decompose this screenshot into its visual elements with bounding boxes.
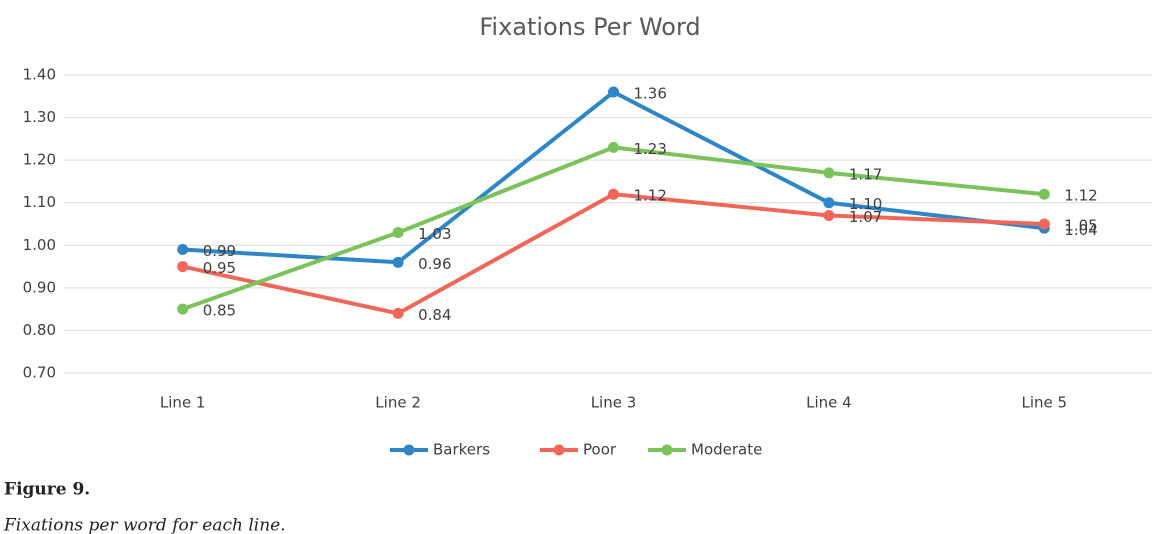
legend-marker <box>553 444 565 456</box>
x-tick-label: Line 2 <box>375 394 421 412</box>
data-label: 1.12 <box>1064 187 1097 205</box>
legend-marker <box>403 444 415 456</box>
y-tick-label: 0.70 <box>23 364 56 382</box>
data-point <box>823 197 835 209</box>
legend-marker <box>661 444 673 456</box>
data-point <box>392 256 404 268</box>
data-point <box>1038 218 1050 230</box>
x-tick-label: Line 4 <box>806 394 852 412</box>
figure-label: Figure 9. <box>4 480 90 500</box>
data-label: 1.36 <box>634 85 667 103</box>
y-tick-label: 1.10 <box>23 193 56 211</box>
legend-label: Barkers <box>433 441 490 459</box>
data-label: 1.17 <box>849 165 882 183</box>
chart-title: Fixations Per Word <box>479 13 700 41</box>
data-label: 0.99 <box>203 242 236 260</box>
figure-caption: Fixations per word for each line. <box>3 516 286 534</box>
y-tick-label: 1.30 <box>23 108 56 126</box>
data-point <box>823 209 835 221</box>
data-point <box>608 188 619 200</box>
data-point <box>392 307 404 319</box>
y-tick-label: 0.80 <box>23 321 56 339</box>
data-point <box>1038 188 1050 200</box>
x-tick-label: Line 1 <box>160 394 206 412</box>
data-label: 0.95 <box>203 259 236 277</box>
y-tick-label: 1.20 <box>23 151 56 169</box>
data-label: 1.07 <box>849 208 882 226</box>
x-tick-label: Line 3 <box>591 394 637 412</box>
data-point <box>608 141 619 153</box>
data-point <box>823 167 835 179</box>
data-point <box>177 244 189 256</box>
data-point <box>177 303 189 315</box>
data-label: 0.85 <box>203 302 236 320</box>
data-point <box>608 86 619 98</box>
data-label: 1.23 <box>634 140 667 158</box>
data-label: 1.04 <box>1064 221 1097 239</box>
data-label: 0.84 <box>418 306 451 324</box>
data-label: 1.03 <box>418 225 451 243</box>
y-tick-label: 0.90 <box>23 278 56 296</box>
series-line <box>182 145 1045 312</box>
data-label: 1.10 <box>849 195 882 213</box>
y-tick-label: 1.00 <box>23 236 56 254</box>
data-label: 1.05 <box>1064 217 1097 235</box>
legend-label: Poor <box>583 441 617 459</box>
legend-label: Moderate <box>691 441 762 459</box>
x-tick-label: Line 5 <box>1022 394 1068 412</box>
data-point <box>177 261 189 273</box>
y-tick-label: 1.40 <box>23 66 56 84</box>
data-label: 1.12 <box>634 187 667 205</box>
data-label: 0.96 <box>418 255 451 273</box>
data-point <box>392 227 404 239</box>
